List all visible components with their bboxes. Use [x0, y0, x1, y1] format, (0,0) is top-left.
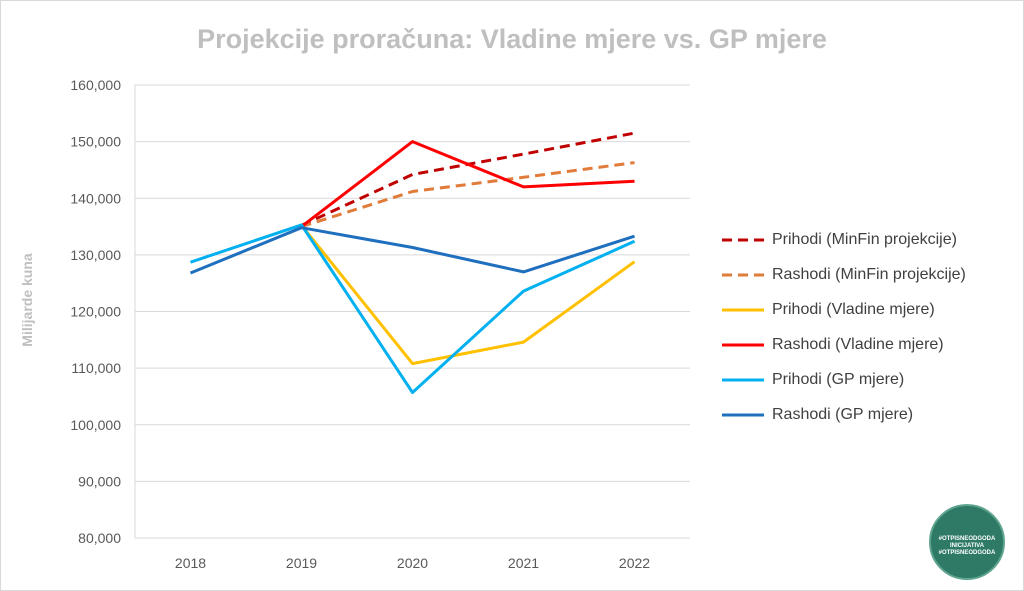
legend-swatch	[722, 378, 764, 381]
gridlines	[134, 84, 690, 539]
legend-label: Rashodi (Vladine mjere)	[772, 335, 944, 353]
y-tick-label: 140,000	[70, 190, 121, 206]
legend-label: Rashodi (MinFin projekcije)	[772, 265, 966, 283]
badge-text: #OTPISNEODGODA INICIJATIVA #OTPISNEODGOD…	[931, 536, 1003, 557]
series-line-1	[301, 161, 635, 229]
x-tick-label: 2019	[286, 555, 317, 571]
legend-swatch	[722, 308, 764, 311]
y-tick-label: 130,000	[70, 247, 121, 263]
x-tick-label: 2018	[175, 555, 206, 571]
x-axis-ticks: 2018 2019 2020 2021 2022	[175, 555, 650, 571]
legend-swatch	[722, 413, 764, 416]
badge-text-bottom: #OTPISNEODGODA	[938, 550, 996, 556]
legend-swatch	[722, 273, 764, 276]
legend-item: Rashodi (MinFin projekcije)	[720, 257, 1020, 292]
y-tick-label: 160,000	[70, 77, 121, 93]
legend-label: Prihodi (Vladine mjere)	[772, 300, 935, 318]
legend-item: Prihodi (MinFin projekcije)	[720, 222, 1020, 257]
legend-item: Rashodi (GP mjere)	[720, 397, 1020, 432]
y-axis-ticks: 80,000 90,000 100,000 110,000 120,000 130,000…	[70, 77, 121, 546]
y-tick-label: 80,000	[78, 530, 121, 546]
legend-item: Prihodi (Vladine mjere)	[720, 292, 1020, 327]
series-line-4	[190, 223, 636, 394]
y-tick-label: 90,000	[78, 473, 121, 489]
legend-label: Rashodi (GP mjere)	[772, 405, 914, 423]
campaign-badge-logo: #OTPISNEODGODA INICIJATIVA #OTPISNEODGOD…	[929, 504, 1005, 580]
legend-swatch	[722, 343, 764, 346]
legend-label: Prihodi (MinFin projekcije)	[772, 230, 957, 248]
series-line-5	[189, 226, 635, 275]
badge-text-middle: INICIJATIVA	[949, 543, 985, 549]
legend: Prihodi (MinFin projekcije) Rashodi (Min…	[720, 222, 1020, 432]
series-lines	[189, 131, 636, 394]
series-line-3	[300, 140, 635, 228]
x-tick-label: 2021	[508, 555, 539, 571]
x-tick-label: 2020	[397, 555, 428, 571]
y-tick-label: 120,000	[70, 304, 121, 320]
legend-item: Rashodi (Vladine mjere)	[720, 327, 1020, 362]
legend-swatch	[722, 238, 764, 241]
x-tick-label: 2022	[619, 555, 650, 571]
legend-label: Prihodi (GP mjere)	[772, 370, 905, 388]
chart-title: Projekcije proračuna: Vladine mjere vs. …	[197, 24, 827, 54]
y-tick-label: 150,000	[70, 134, 121, 150]
series-line-2	[300, 224, 636, 366]
legend-item: Prihodi (GP mjere)	[720, 362, 1020, 397]
badge-text-top: #OTPISNEODGODA	[938, 536, 996, 542]
y-tick-label: 110,000	[71, 360, 121, 376]
y-tick-label: 100,000	[70, 417, 121, 433]
